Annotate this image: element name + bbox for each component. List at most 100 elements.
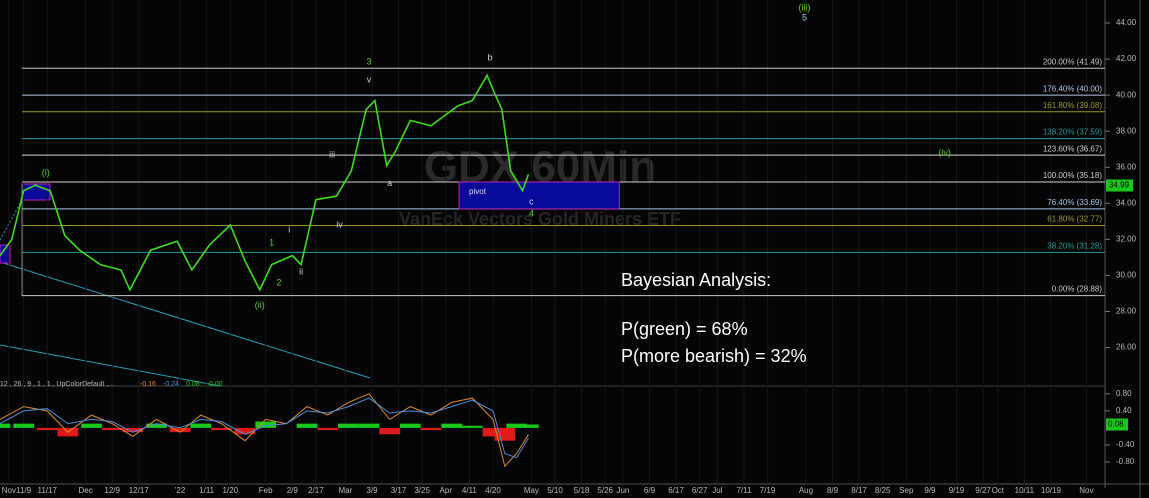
histogram-bar (190, 423, 212, 428)
histogram-bar (255, 421, 277, 428)
x-tick-label: 11/17 (38, 486, 58, 495)
x-tick-label: Aug (799, 486, 813, 495)
x-tick-label: 2/9 (287, 486, 299, 495)
x-tick-label: 8/17 (851, 486, 867, 495)
x-tick-label: 7/19 (760, 486, 776, 495)
x-tick-label: Feb (259, 486, 273, 495)
fib-label: 161.80% (39.08) (1043, 101, 1102, 110)
wave-label: c (529, 197, 534, 207)
wave-label: (iii) (798, 2, 810, 12)
indicator-readout: -0.24 (163, 381, 179, 388)
fib-label: 176.40% (40.00) (1043, 84, 1102, 93)
x-tick-label: 9/27 (975, 486, 991, 495)
analysis-note: P(green) = 68% (621, 319, 748, 339)
fib-label: 76.40% (33.69) (1047, 198, 1102, 207)
x-tick-label: Jun (616, 486, 629, 495)
wave-label: v (367, 75, 372, 85)
wave-label: 1 (269, 238, 274, 248)
y-tick-label: 38.00 (1116, 126, 1137, 135)
y-tick-label: 34.00 (1116, 198, 1137, 207)
x-tick-label: 1/20 (222, 486, 238, 495)
box (0, 244, 11, 264)
y-tick-label: 0.80 (1116, 389, 1132, 398)
x-tick-label: 8/9 (827, 486, 839, 495)
wave-label: iii (329, 150, 335, 160)
y-tick-label: 42.00 (1116, 54, 1137, 63)
wave-label: 2 (276, 278, 281, 288)
y-tick-label: 28.00 (1116, 307, 1137, 316)
x-tick-label: '22 (175, 486, 186, 495)
y-tick-label: 26.00 (1116, 343, 1137, 352)
x-tick-label: 11/9 (16, 486, 32, 495)
x-tick-label: 10/11 (1015, 486, 1035, 495)
x-tick-label: Dec (78, 486, 92, 495)
y-tick-label: -0.80 (1116, 457, 1135, 466)
x-tick-label: Sep (899, 486, 914, 495)
x-tick-label: Nov (1079, 486, 1093, 495)
x-tick-label: Oct (992, 486, 1005, 495)
x-tick-label: 4/20 (485, 486, 501, 495)
x-tick-label: 12/9 (104, 486, 120, 495)
x-tick-label: 3/17 (391, 486, 407, 495)
wave-label: ii (299, 267, 303, 277)
x-tick-label: 2/17 (308, 486, 324, 495)
analysis-note: P(more bearish) = 32% (621, 346, 807, 366)
y-tick-label: 30.00 (1116, 271, 1137, 280)
pivot-zone (458, 181, 620, 210)
wave-label: 5 (802, 12, 807, 22)
fib-label: 200.00% (41.49) (1043, 57, 1102, 66)
histogram-bar (379, 427, 401, 435)
macd-line (0, 397, 529, 459)
indicator-readout: 0.08 (186, 381, 200, 388)
trend-line (0, 199, 23, 241)
histogram-bar (338, 423, 359, 428)
analysis-note: Bayesian Analysis: (621, 270, 771, 290)
wave-label: i (288, 225, 290, 235)
x-tick-label: 6/17 (668, 486, 684, 495)
trend-line (0, 261, 371, 379)
histogram-bar (482, 427, 504, 437)
last-price-label: 34.99 (1109, 181, 1130, 190)
last-value-label: 0.08 (1108, 420, 1124, 429)
last-value-tag (1106, 418, 1128, 431)
x-tick-label: Nov (2, 486, 16, 495)
histogram-bar (122, 427, 144, 433)
histogram-bar (400, 423, 421, 428)
histogram-bar (462, 425, 483, 428)
histogram-bar (296, 423, 318, 428)
histogram-bar (13, 423, 34, 428)
indicator-readout: 0.00 (209, 381, 223, 388)
trend-line (0, 344, 221, 387)
fib-label: 0.00% (28.88) (1052, 285, 1103, 294)
x-tick-label: 3/25 (414, 486, 430, 495)
fib-label: 61.80% (32.77) (1047, 215, 1102, 224)
x-tick-label: May (524, 486, 539, 495)
x-tick-label: 5/10 (547, 486, 563, 495)
y-tick-label: 44.00 (1116, 18, 1137, 27)
y-tick-label: -0.40 (1116, 440, 1135, 449)
pivot-label: pivot (469, 187, 487, 196)
x-tick-label: 9/19 (949, 486, 965, 495)
wave-label: 4 (529, 209, 534, 219)
histogram-bar (0, 423, 11, 428)
wave-label: (i) (42, 168, 50, 178)
x-tick-label: 1/11 (199, 486, 215, 495)
x-tick-label: 6/27 (692, 486, 708, 495)
x-tick-label: 3/9 (366, 486, 378, 495)
histogram-bar (441, 423, 463, 428)
price-line (0, 73, 530, 292)
indicator-readout: -0.16 (140, 381, 156, 388)
last-price-tag (1106, 179, 1133, 192)
wave-label: iv (336, 219, 343, 229)
y-tick-label: 32.00 (1116, 234, 1137, 243)
x-tick-label: 5/18 (574, 486, 590, 495)
histogram-bar (169, 427, 191, 433)
histogram-bar (518, 424, 539, 428)
macd-line (0, 393, 529, 468)
x-tick-label: 7/11 (736, 486, 752, 495)
y-tick-label: 36.00 (1116, 162, 1137, 171)
wave-label: a (387, 178, 392, 188)
x-tick-label: 6/9 (644, 486, 656, 495)
histogram-bar (494, 427, 516, 441)
